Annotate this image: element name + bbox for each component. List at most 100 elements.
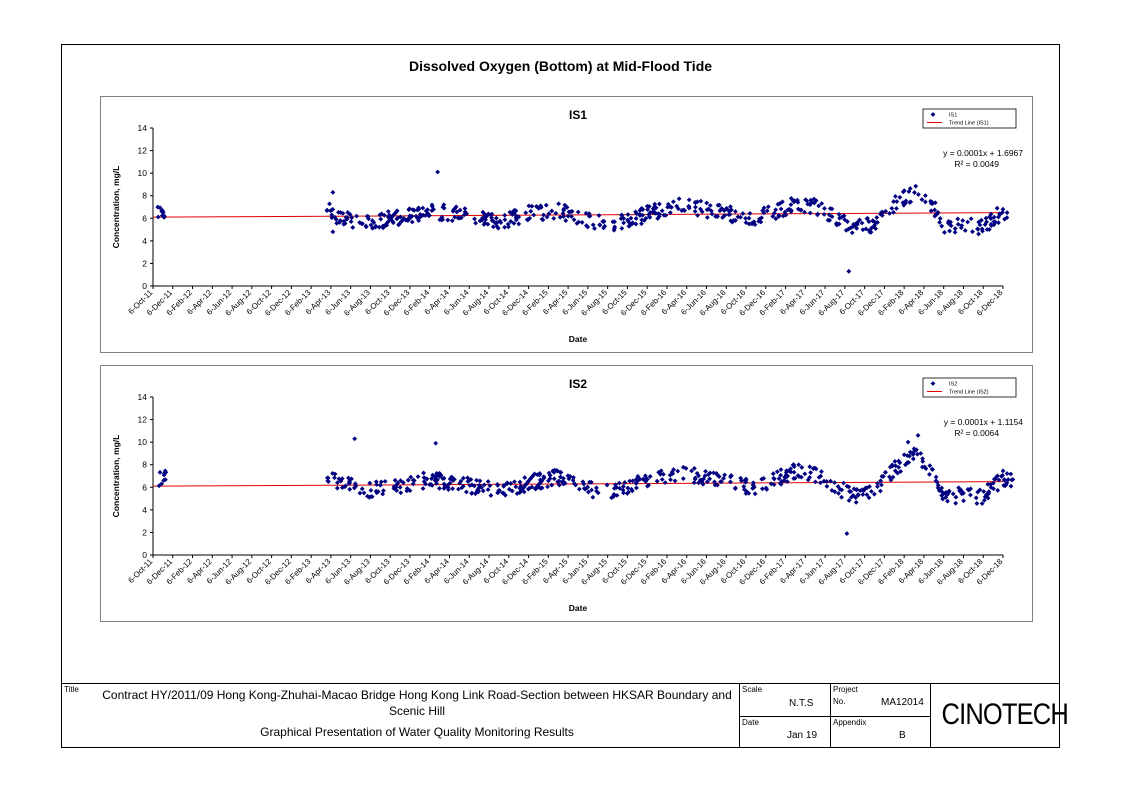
data-point bbox=[749, 220, 755, 226]
data-point bbox=[875, 481, 880, 486]
data-point bbox=[761, 205, 767, 211]
y-tick-label: 14 bbox=[138, 123, 148, 133]
data-point bbox=[394, 208, 400, 214]
data-point bbox=[791, 469, 797, 475]
data-point bbox=[646, 212, 652, 217]
data-point bbox=[564, 204, 570, 210]
data-point bbox=[920, 459, 926, 464]
data-point bbox=[633, 221, 639, 227]
data-point bbox=[357, 220, 363, 225]
data-point bbox=[639, 206, 645, 212]
data-point bbox=[686, 197, 692, 203]
data-point bbox=[498, 220, 504, 226]
data-point bbox=[461, 212, 467, 218]
data-point bbox=[457, 480, 463, 486]
data-point bbox=[592, 226, 597, 231]
data-point bbox=[670, 199, 676, 205]
data-point bbox=[821, 478, 827, 484]
data-point bbox=[420, 205, 426, 211]
data-point bbox=[479, 485, 484, 490]
data-point bbox=[415, 215, 420, 221]
data-point bbox=[911, 446, 917, 452]
data-point bbox=[879, 210, 885, 216]
data-point bbox=[795, 206, 801, 212]
data-point bbox=[513, 484, 519, 490]
data-point bbox=[676, 196, 682, 202]
data-point bbox=[923, 466, 929, 472]
data-point bbox=[429, 476, 434, 482]
data-point bbox=[707, 476, 713, 482]
data-point bbox=[453, 204, 459, 210]
data-point bbox=[342, 484, 348, 490]
data-point bbox=[750, 480, 756, 486]
data-point bbox=[756, 218, 762, 224]
data-point bbox=[465, 478, 471, 484]
data-point bbox=[1001, 482, 1007, 488]
data-point bbox=[853, 499, 859, 505]
data-point bbox=[332, 214, 338, 220]
data-point bbox=[637, 476, 643, 482]
data-point bbox=[943, 490, 949, 495]
data-point bbox=[646, 482, 651, 488]
data-point bbox=[866, 495, 872, 501]
data-point bbox=[569, 214, 574, 219]
data-point bbox=[995, 487, 1001, 493]
data-point bbox=[407, 213, 413, 219]
data-point bbox=[989, 223, 994, 228]
data-point bbox=[585, 489, 591, 495]
data-point bbox=[590, 494, 596, 500]
chart-title: IS1 bbox=[569, 108, 587, 122]
data-point bbox=[566, 209, 572, 215]
appendix-value: B bbox=[899, 730, 906, 741]
data-point bbox=[558, 474, 563, 480]
data-point bbox=[714, 482, 720, 488]
data-point bbox=[846, 498, 852, 503]
data-point bbox=[724, 205, 730, 211]
data-point bbox=[807, 474, 813, 480]
data-point bbox=[937, 216, 943, 221]
data-point bbox=[619, 212, 624, 218]
data-point bbox=[703, 468, 708, 474]
data-point bbox=[463, 489, 469, 495]
data-point bbox=[456, 486, 461, 492]
data-point bbox=[597, 222, 603, 228]
data-point bbox=[717, 208, 723, 214]
data-point bbox=[571, 481, 577, 486]
data-point bbox=[377, 212, 383, 218]
data-point bbox=[859, 220, 865, 226]
data-point bbox=[892, 458, 898, 464]
data-point bbox=[907, 449, 913, 455]
data-point bbox=[988, 481, 993, 487]
contract-text: Contract HY/2011/09 Hong Kong-Zhuhai-Mac… bbox=[102, 688, 732, 718]
data-point bbox=[813, 479, 818, 485]
data-point bbox=[894, 206, 899, 211]
data-point bbox=[1004, 210, 1010, 216]
data-point bbox=[656, 201, 662, 207]
data-point bbox=[743, 220, 749, 226]
data-point bbox=[416, 205, 421, 211]
data-point bbox=[546, 211, 552, 217]
data-point bbox=[904, 453, 910, 459]
data-point bbox=[696, 473, 701, 479]
data-point bbox=[968, 216, 974, 222]
data-point bbox=[567, 473, 573, 479]
y-tick-label: 0 bbox=[142, 550, 147, 560]
data-point bbox=[661, 212, 667, 218]
data-point bbox=[378, 479, 384, 485]
data-point bbox=[161, 472, 167, 478]
data-point bbox=[543, 202, 549, 208]
data-point bbox=[927, 471, 932, 477]
data-point bbox=[873, 226, 879, 232]
data-point bbox=[791, 464, 797, 470]
data-point bbox=[640, 476, 646, 482]
data-point bbox=[425, 207, 430, 212]
data-point bbox=[933, 474, 939, 480]
data-point bbox=[585, 224, 591, 230]
data-point bbox=[912, 190, 917, 195]
data-point bbox=[979, 226, 985, 232]
data-point bbox=[529, 203, 535, 209]
data-point bbox=[890, 474, 896, 480]
data-point bbox=[334, 220, 340, 226]
data-point bbox=[407, 488, 413, 494]
data-point bbox=[682, 208, 688, 213]
